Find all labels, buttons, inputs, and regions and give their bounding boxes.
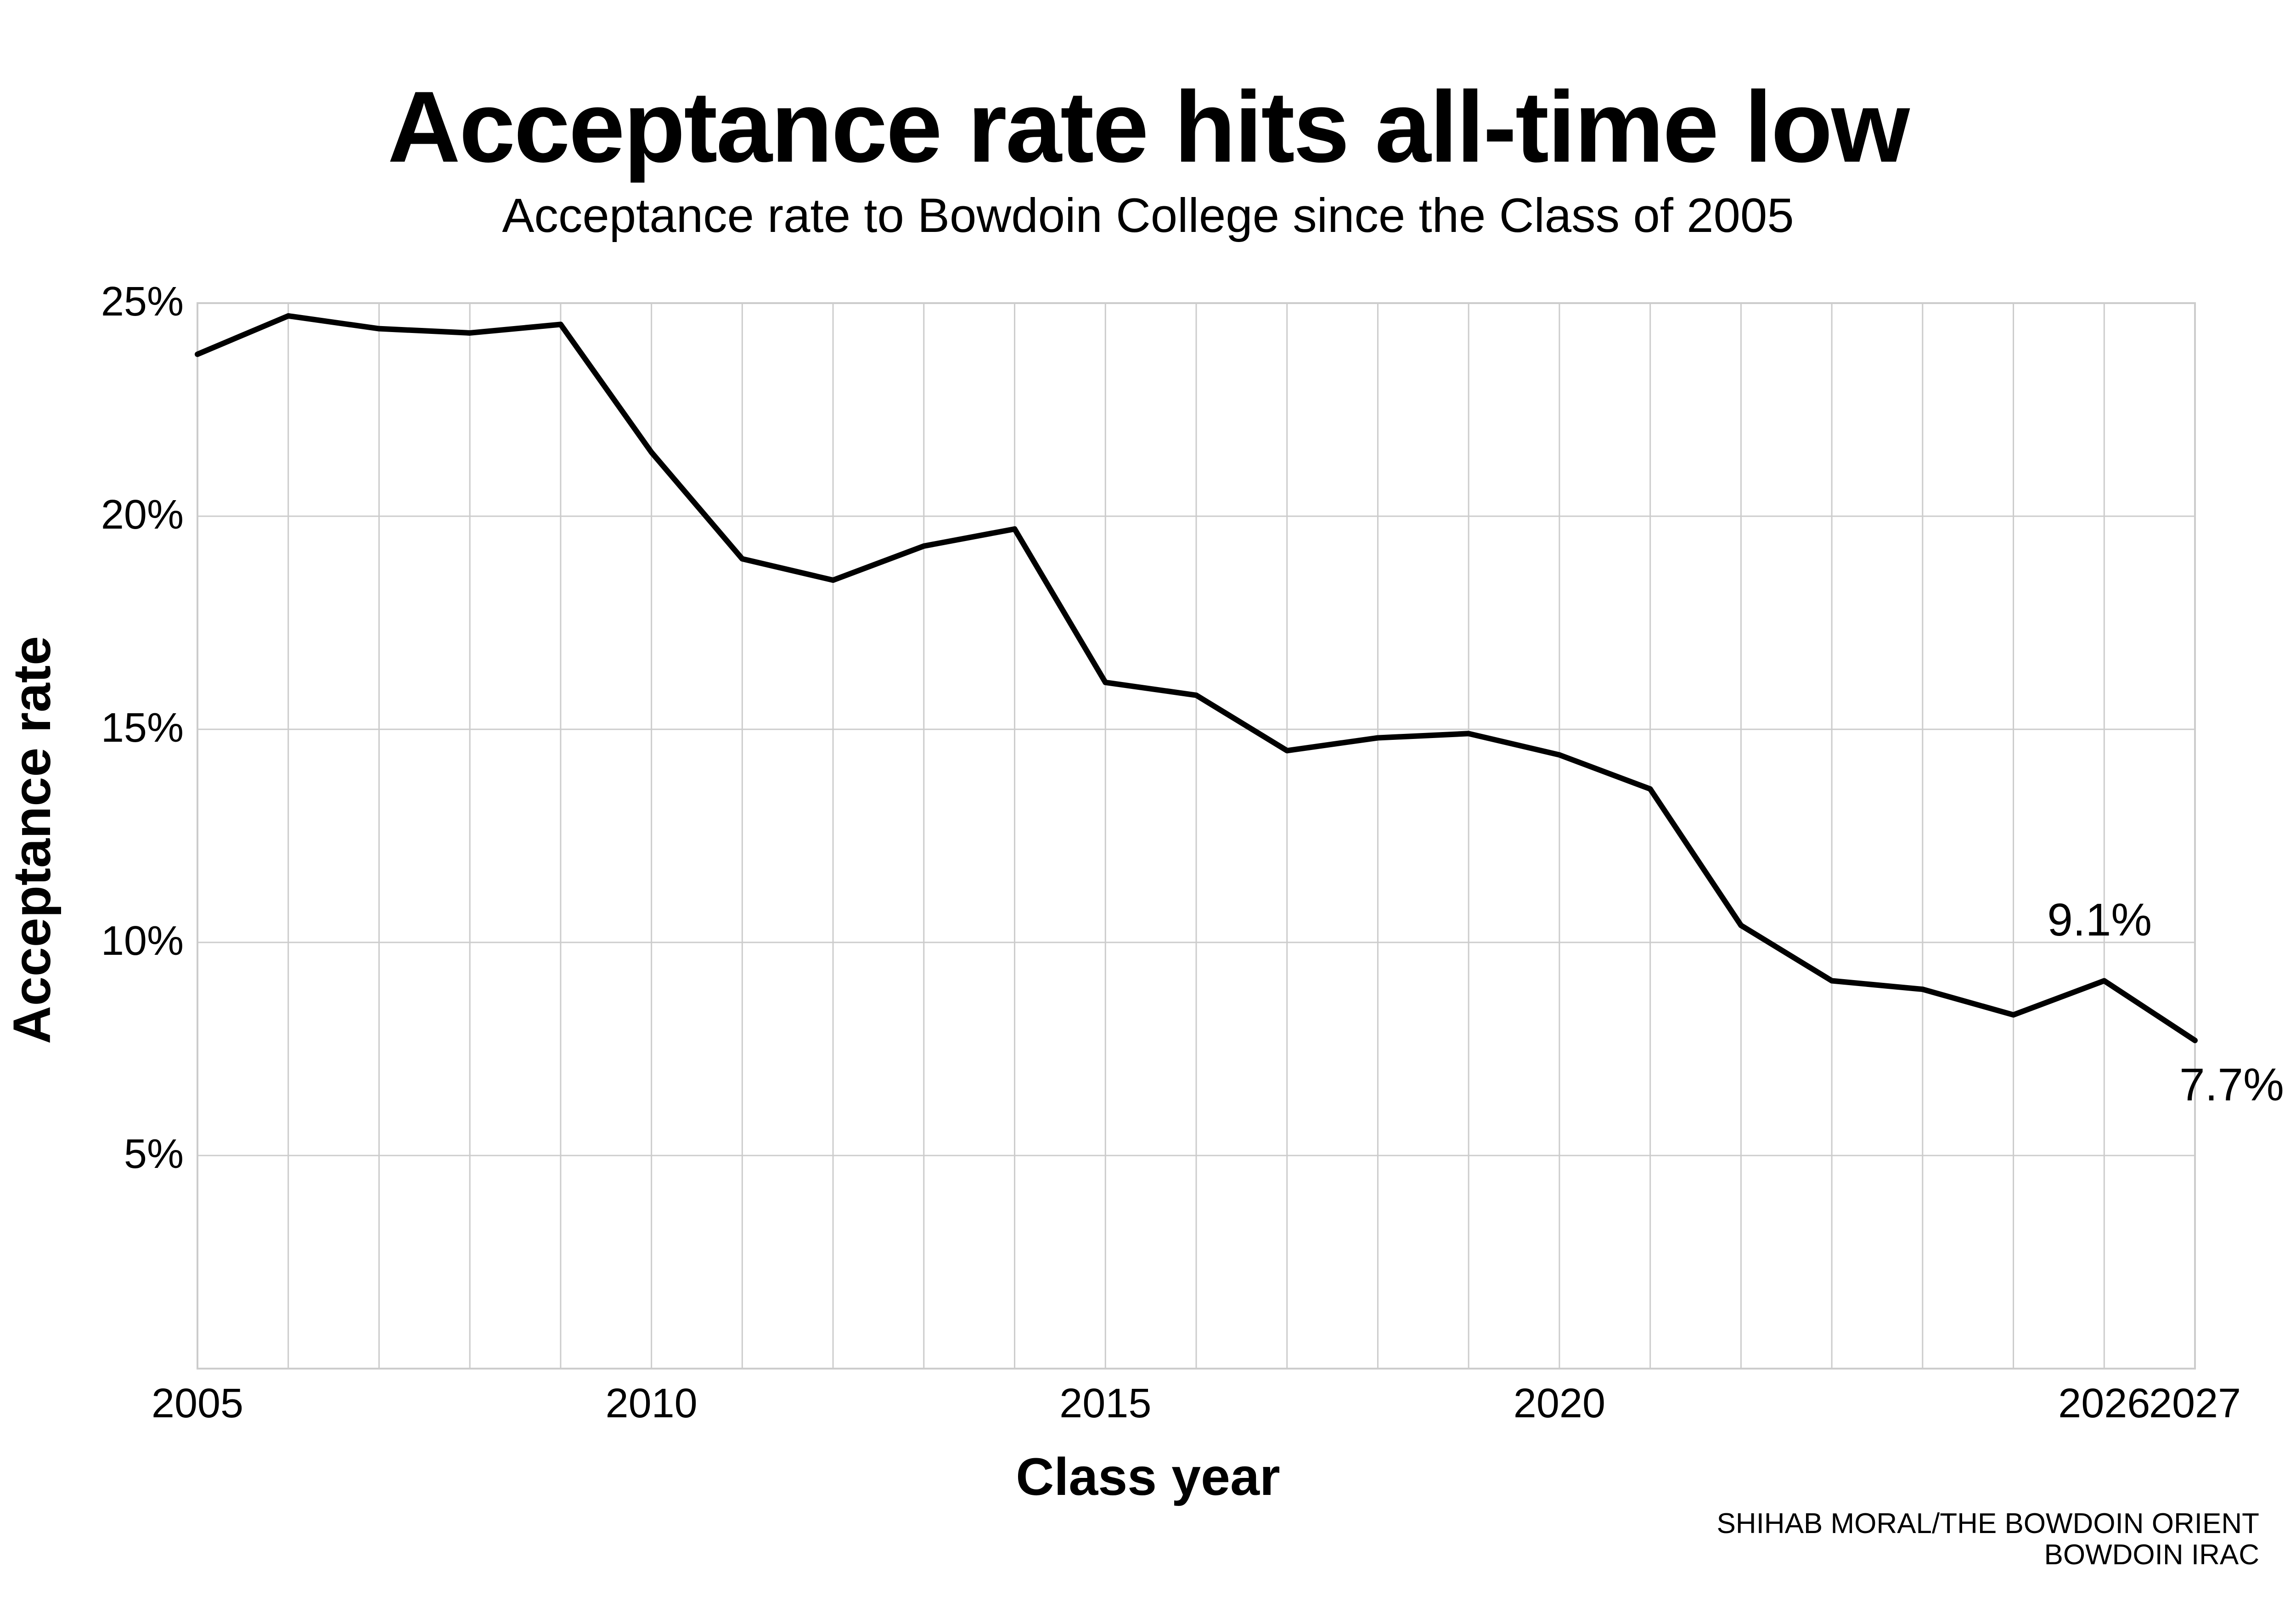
credit-line2: BOWDOIN IRAC — [1716, 1539, 2259, 1571]
chart-page: Acceptance rate hits all-time low Accept… — [0, 0, 2296, 1601]
y-tick-label: 25% — [64, 278, 184, 326]
credit-line1: SHIHAB MORAL/THE BOWDOIN ORIENT — [1716, 1508, 2259, 1539]
y-tick-label: 20% — [64, 491, 184, 539]
x-tick-label: 2027 — [2126, 1380, 2264, 1427]
data-point-annotation: 9.1% — [2031, 894, 2168, 947]
x-axis-label: Class year — [0, 1447, 2296, 1507]
line-chart — [0, 0, 2296, 1601]
y-tick-label: 5% — [64, 1131, 184, 1178]
data-point-annotation: 7.7% — [2163, 1059, 2296, 1111]
y-tick-label: 10% — [64, 918, 184, 965]
chart-credit: SHIHAB MORAL/THE BOWDOIN ORIENT BOWDOIN … — [1716, 1508, 2259, 1571]
x-tick-label: 2005 — [129, 1380, 266, 1427]
x-tick-label: 2015 — [1036, 1380, 1174, 1427]
x-tick-label: 2020 — [1491, 1380, 1628, 1427]
x-tick-label: 2010 — [583, 1380, 720, 1427]
y-tick-label: 15% — [64, 705, 184, 752]
y-axis-label: Acceptance rate — [2, 610, 62, 1070]
